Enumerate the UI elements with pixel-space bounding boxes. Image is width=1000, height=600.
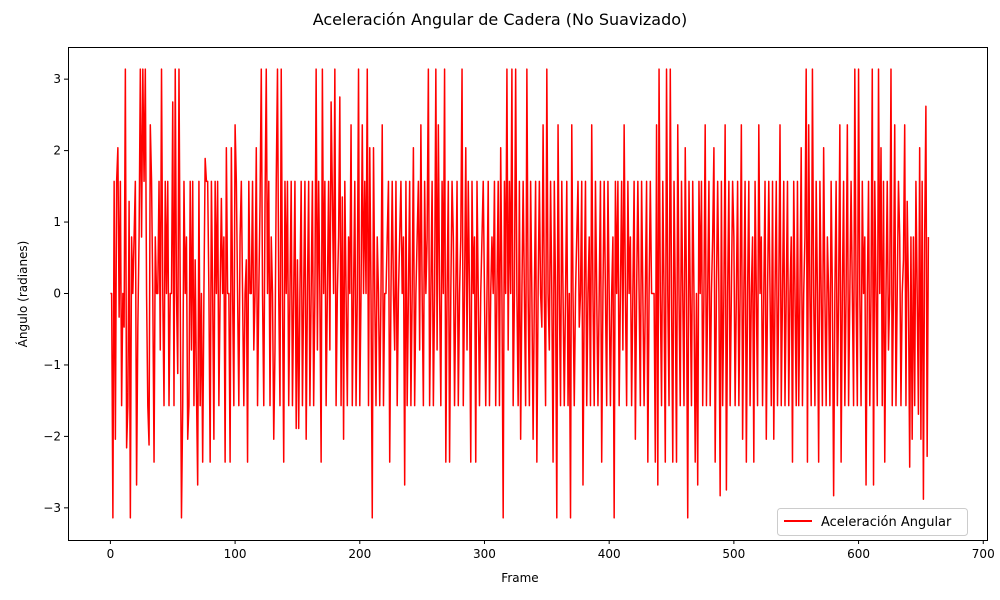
legend-box [777,508,968,536]
plot-area [68,47,988,541]
x-axis-label: Frame [501,571,538,585]
x-tick-label: 300 [473,547,496,561]
y-tick-label: −3 [43,501,61,515]
legend: Aceleración Angular [777,508,968,536]
x-tick-label: 600 [847,547,870,561]
x-tick-label: 700 [972,547,995,561]
series-group [110,68,930,519]
y-tick-label: −2 [43,429,61,443]
x-axis: 0 100 200 300 400 500 600 700 [107,540,995,561]
x-tick-label: 200 [348,547,371,561]
x-tick-label: 400 [598,547,621,561]
x-tick-label: 100 [224,547,247,561]
y-tick-label: 1 [53,215,61,229]
y-axis: −3 −2 −1 0 1 2 3 [43,72,68,515]
y-axis-label: Ángulo (radianes) [15,241,30,348]
legend-label: Aceleración Angular [821,515,952,530]
x-tick-label: 500 [722,547,745,561]
y-tick-label: 2 [53,144,61,158]
y-tick-label: 3 [53,72,61,86]
series-line-0 [110,68,930,519]
y-tick-label: 0 [53,287,61,301]
plot-frame [68,47,988,541]
y-tick-label: −1 [43,358,61,372]
chart-title: Aceleración Angular de Cadera (No Suaviz… [313,10,688,29]
x-tick-label: 0 [107,547,115,561]
